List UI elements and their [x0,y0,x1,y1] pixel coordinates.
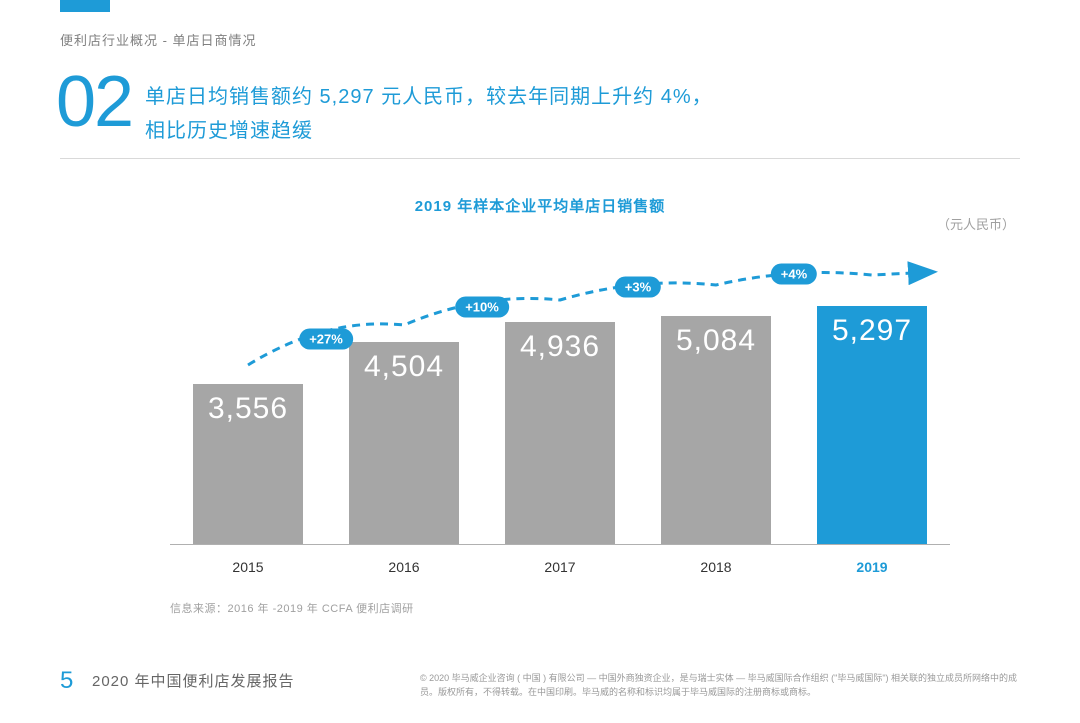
bars-container: 3,556 4,504 4,936 5,084 5,297 [170,265,950,545]
bar-slot: 5,297 [794,306,950,544]
x-label: 2017 [482,551,638,575]
bar-slot: 4,504 [326,342,482,544]
bar-slot: 4,936 [482,322,638,544]
bar-2015: 3,556 [193,384,303,544]
x-label: 2018 [638,551,794,575]
bar-2019: 5,297 [817,306,927,544]
page-number: 5 [60,667,73,695]
report-title: 2020 年中国便利店发展报告 [92,670,295,691]
bar-2016: 4,504 [349,342,459,544]
bar-chart: 3,5564,5044,9365,0845,297 20152016201720… [170,245,950,575]
bar-slot: 5,084 [638,316,794,544]
x-label: 2015 [170,551,326,575]
bar-value: 4,504 [364,342,444,384]
bar-2018: 5,084 [661,316,771,544]
x-label: 2019 [794,551,950,575]
headline-line2: 相比历史增速趋缓 [145,120,313,142]
bar-value: 5,084 [676,316,756,358]
data-source: 信息来源：2016 年 -2019 年 CCFA 便利店调研 [170,600,414,616]
chart-title: 2019 年样本企业平均单店日销售额 [0,195,1080,216]
bar-value: 4,936 [520,322,600,364]
growth-badge: +27% [299,329,353,350]
section-number: 02 [56,66,132,138]
x-label: 2016 [326,551,482,575]
bar-value: 5,297 [832,306,912,348]
breadcrumb: 便利店行业概况 - 单店日商情况 [60,30,257,49]
growth-badge: +10% [455,296,509,317]
bar-slot: 3,556 [170,384,326,544]
growth-badge: +4% [771,264,817,285]
x-axis-labels: 20152016201720182019 [170,551,950,575]
top-accent-bar [60,0,110,12]
chart-unit: （元人民币） [937,214,1015,233]
divider [60,158,1020,159]
bar-value: 3,556 [208,384,288,426]
growth-badge: +3% [615,276,661,297]
headline: 单店日均销售额约 5,297 元人民币，较去年同期上升约 4%， 相比历史增速趋… [145,80,845,148]
headline-line1: 单店日均销售额约 5,297 元人民币，较去年同期上升约 4%， [145,86,713,108]
bar-2017: 4,936 [505,322,615,544]
copyright: © 2020 毕马威企业咨询 ( 中国 ) 有限公司 — 中国外商独资企业，是与… [420,672,1020,699]
